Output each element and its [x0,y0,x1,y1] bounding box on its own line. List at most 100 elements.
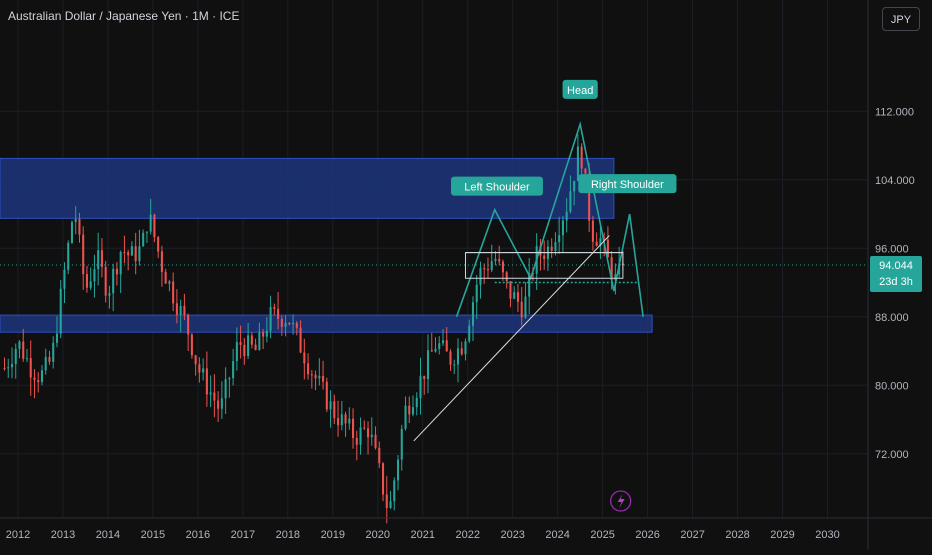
candle-body [389,501,392,508]
candle-body [378,447,381,464]
candle-body [363,427,366,429]
candle-body [25,358,29,360]
candle-body [63,269,66,289]
candle-body [352,418,355,439]
pattern-drawings: Left Shoulder Head Right Shoulder [0,79,868,512]
candle-body [498,258,501,262]
candle-body [243,344,246,357]
candle-body [344,414,347,424]
candle-body [220,398,223,409]
candle-body [97,250,100,270]
time-tick-label: 2016 [186,529,210,541]
candle-body [123,252,126,254]
candle-body [112,268,115,294]
time-tick-label: 2028 [725,529,749,541]
candle-body [333,401,336,419]
candle-body [329,401,332,410]
candle-body [224,379,227,399]
candle-body [307,363,310,375]
candle-body [295,322,298,328]
candle-body [381,463,385,495]
candle-body [565,211,568,221]
last-price-value: 94.044 [879,260,913,272]
candle-body [14,348,17,364]
candle-body [85,274,88,288]
candle-body [419,375,422,399]
candle-body [486,269,489,271]
candle-body [22,341,25,359]
price-tick-label: 104.000 [875,175,915,187]
candle-body [595,241,598,246]
candle-body [292,322,295,325]
candle-body [310,374,313,376]
last-price-badge-bg [870,256,922,293]
candle-body [475,284,478,303]
time-tick-label: 2019 [321,529,345,541]
candle-body [67,242,70,270]
candle-body [3,368,6,370]
candle-body [516,292,519,302]
candle-body [580,146,583,169]
candle-body [370,434,373,438]
time-tick-label: 2015 [141,529,165,541]
candle-body [205,368,208,395]
last-price-badge: 94.044 23d 3h [870,256,922,293]
lightning-icon-ring [609,490,632,512]
candle-body [164,271,167,284]
candle-body [247,335,250,357]
candle-body [543,255,546,260]
price-tick-label: 112.000 [875,106,914,118]
candle-body [280,318,283,327]
candle-body [142,232,145,247]
candle-body [513,292,516,299]
currency-button[interactable]: JPY [882,7,920,31]
candle-body [235,342,238,362]
candle-body [396,459,400,481]
candle-body [404,405,407,429]
candle-body [168,281,171,284]
candle-body [483,268,486,270]
price-tick-label: 72.000 [875,449,909,461]
candle-body [423,375,426,379]
candle-body [213,392,216,401]
candle-body [29,358,32,378]
candle-body [539,246,542,256]
candle-body [355,438,358,445]
candle-body [411,407,415,415]
candle-body [100,250,103,267]
candle-body [318,376,321,379]
candle-body [130,246,133,256]
time-tick-label: 2013 [51,529,75,541]
candle-body [198,364,201,373]
candle-body [374,434,377,448]
candle-body [183,305,186,316]
candle-body [269,307,272,331]
candle-body [524,296,527,318]
candle-body [258,332,261,351]
neckline-box [464,252,624,279]
candle-body [194,355,197,365]
time-tick-label: 2022 [455,529,479,541]
candle-body [172,281,175,304]
candle-body [44,357,47,371]
candle-body [160,251,163,272]
candle-body [337,418,340,426]
price-tick-label: 96.000 [875,243,909,255]
candle-body [228,378,231,380]
candle-body [479,268,482,285]
price-tick-label: 88.000 [875,312,909,324]
candle-body [438,343,441,349]
candle-body [400,428,403,460]
candle-body [528,273,531,297]
head-label: Head [562,79,598,99]
candle-body [179,305,182,315]
grid [0,0,868,518]
candle-body [554,242,557,251]
candle-body [33,377,36,381]
lightning-icon-bolt [617,494,625,509]
candle-body [449,351,452,365]
candle-body [115,268,118,275]
